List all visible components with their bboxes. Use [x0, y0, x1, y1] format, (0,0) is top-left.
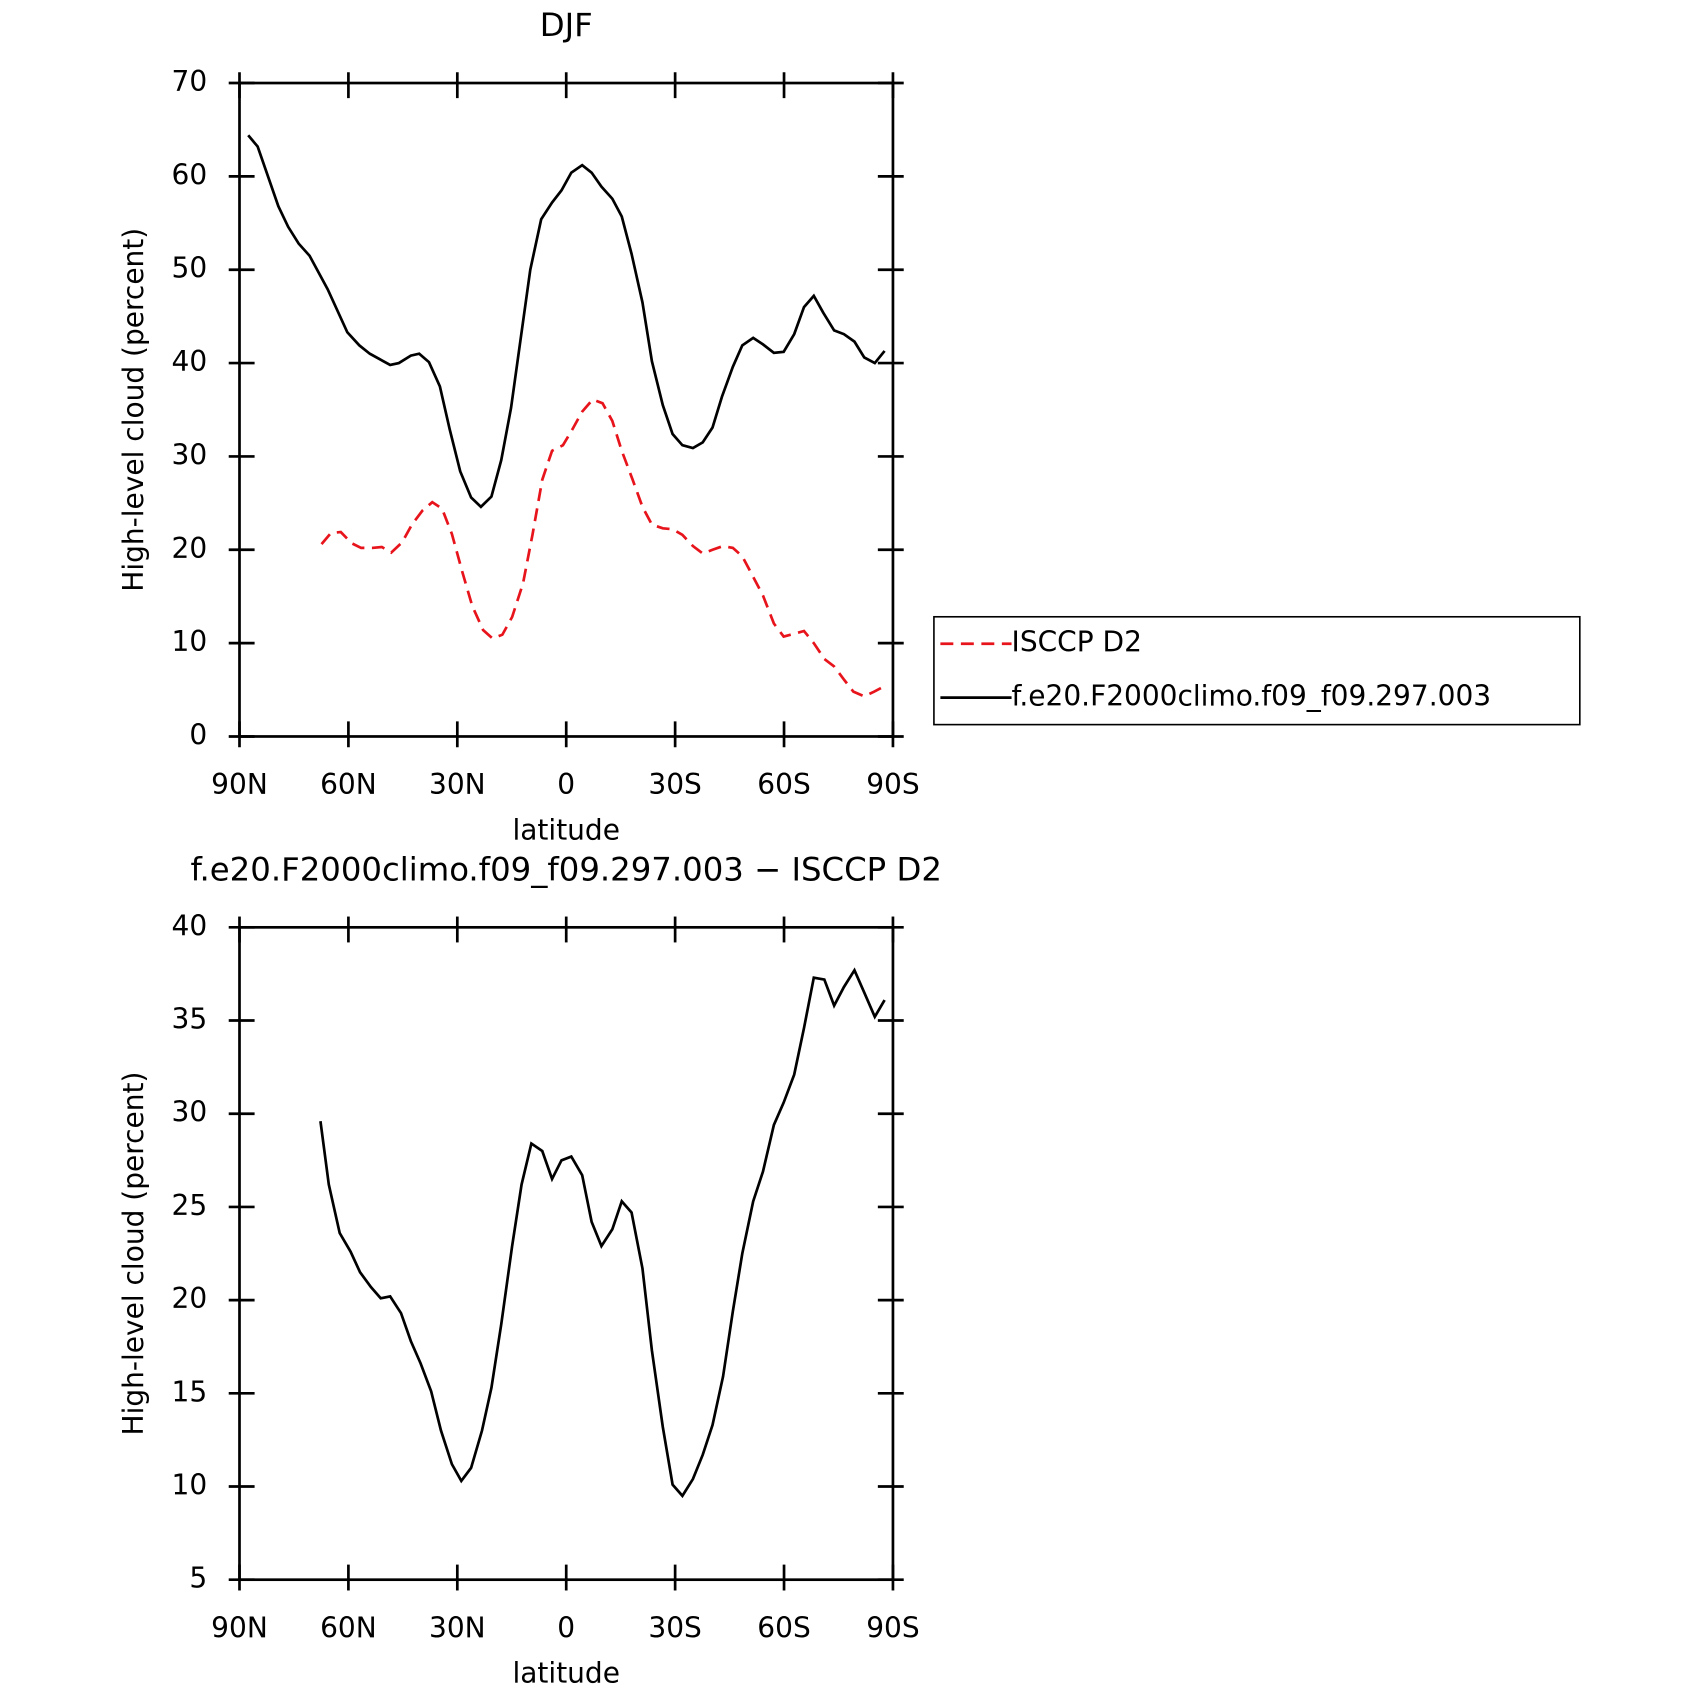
x-tick-label: 60S — [757, 768, 810, 801]
y-tick-label: 40 — [171, 909, 207, 942]
x-tick-label: 30N — [429, 768, 486, 801]
y-tick-label: 35 — [171, 1003, 207, 1036]
chart-title: f.e20.F2000climo.f09_f09.297.003 − ISCCP… — [191, 850, 942, 888]
y-tick-label: 5 — [189, 1562, 207, 1595]
x-tick-label: 30S — [648, 1611, 701, 1644]
line-series — [320, 397, 886, 698]
y-tick-label: 10 — [171, 625, 207, 658]
chart-title: DJF — [540, 6, 593, 44]
line-series — [247, 134, 886, 509]
plot-frame — [238, 925, 895, 1582]
legend-label: ISCCP D2 — [1012, 626, 1142, 659]
y-tick-label: 40 — [171, 345, 207, 378]
x-tick-label: 30S — [648, 768, 701, 801]
legend-frame — [933, 615, 1581, 726]
x-tick-label: 0 — [557, 768, 575, 801]
legend-label: f.e20.F2000climo.f09_f09.297.003 — [1012, 680, 1492, 713]
x-tick-label: 0 — [557, 1611, 575, 1644]
y-tick-label: 30 — [171, 1096, 207, 1129]
y-tick-label: 60 — [171, 158, 207, 191]
x-tick-label: 90S — [866, 1611, 919, 1644]
y-tick-label: 15 — [171, 1375, 207, 1408]
y-tick-label: 70 — [171, 65, 207, 98]
y-tick-label: 20 — [171, 532, 207, 565]
legend: ISCCP D2 f.e20.F2000climo.f09_f09.297.003 — [933, 615, 1581, 726]
y-tick-label: 30 — [171, 438, 207, 471]
y-tick-label: 50 — [171, 252, 207, 285]
x-tick-label: 30N — [429, 1611, 486, 1644]
y-tick-label: 10 — [171, 1469, 207, 1502]
x-axis-label: latitude — [512, 813, 619, 846]
y-tick-label: 25 — [171, 1189, 207, 1222]
x-axis-label: latitude — [512, 1657, 619, 1690]
line-series — [319, 967, 886, 1499]
y-axis-label: High-level cloud (percent) — [117, 228, 150, 592]
x-tick-label: 90S — [866, 768, 919, 801]
x-tick-label: 60S — [757, 1611, 810, 1644]
x-tick-label: 90N — [211, 768, 268, 801]
x-tick-label: 60N — [320, 768, 377, 801]
y-tick-label: 20 — [171, 1282, 207, 1315]
y-axis-label: High-level cloud (percent) — [117, 1072, 150, 1436]
x-tick-label: 60N — [320, 1611, 377, 1644]
x-tick-label: 90N — [211, 1611, 268, 1644]
y-tick-label: 0 — [189, 718, 207, 751]
